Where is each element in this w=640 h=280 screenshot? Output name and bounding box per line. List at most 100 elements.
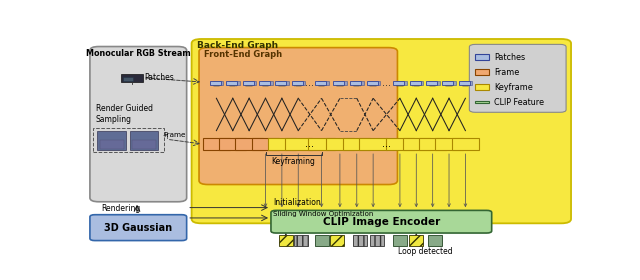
Bar — [350, 81, 361, 85]
Bar — [294, 81, 305, 85]
Text: Keyframing: Keyframing — [271, 157, 316, 166]
Bar — [203, 138, 230, 150]
Text: Patches: Patches — [145, 73, 174, 82]
Bar — [461, 81, 472, 85]
Bar — [412, 81, 424, 85]
Text: Front-End Graph: Front-End Graph — [204, 50, 282, 59]
Bar — [294, 235, 308, 246]
Bar — [476, 69, 489, 75]
Bar — [393, 235, 407, 246]
Bar — [396, 86, 404, 87]
Bar — [428, 235, 442, 246]
Bar — [333, 81, 344, 85]
Bar — [243, 81, 253, 85]
Bar — [419, 138, 446, 150]
Text: Patches: Patches — [494, 53, 525, 62]
Bar — [292, 81, 303, 85]
Bar — [236, 138, 263, 150]
Bar — [278, 86, 285, 87]
Bar — [326, 138, 353, 150]
Bar — [435, 138, 463, 150]
Text: Frame: Frame — [494, 68, 520, 77]
Bar — [426, 81, 437, 85]
Bar — [229, 81, 240, 85]
FancyBboxPatch shape — [199, 48, 397, 185]
Bar — [461, 86, 469, 87]
Bar — [442, 81, 453, 85]
Bar — [343, 138, 371, 150]
Bar — [308, 138, 335, 150]
Bar — [336, 81, 347, 85]
Text: Keyframe: Keyframe — [494, 83, 533, 92]
Bar — [212, 81, 223, 85]
Bar — [429, 81, 440, 85]
Text: CLIP Image Encoder: CLIP Image Encoder — [323, 217, 440, 227]
Text: Monocular RGB Stream: Monocular RGB Stream — [86, 49, 191, 58]
Text: CLIP Feature: CLIP Feature — [494, 98, 544, 107]
Bar — [294, 86, 302, 87]
Text: Rendering: Rendering — [101, 204, 140, 213]
Text: ...: ... — [305, 139, 314, 149]
Bar — [279, 235, 292, 246]
Bar — [452, 138, 479, 150]
Bar — [369, 86, 377, 87]
Bar — [97, 130, 126, 150]
Bar — [353, 81, 364, 85]
Bar — [315, 81, 326, 85]
Bar — [245, 81, 256, 85]
Bar — [396, 81, 407, 85]
Bar — [100, 140, 124, 149]
Bar — [476, 84, 489, 90]
Text: Back-End Graph: Back-End Graph — [196, 41, 278, 50]
Bar — [317, 81, 329, 85]
Bar — [336, 86, 344, 87]
Bar — [121, 74, 143, 82]
Bar — [367, 81, 378, 85]
Bar — [403, 138, 430, 150]
Bar — [262, 81, 273, 85]
Text: Loop detected: Loop detected — [398, 248, 452, 256]
Bar — [229, 86, 237, 87]
Bar — [387, 138, 413, 150]
Text: ...: ... — [305, 78, 314, 88]
Bar — [278, 81, 289, 85]
Bar — [370, 235, 383, 246]
Bar — [315, 235, 329, 246]
Bar — [219, 138, 246, 150]
Bar — [252, 138, 279, 150]
Bar — [210, 81, 221, 85]
Bar — [429, 86, 436, 87]
Bar — [330, 235, 344, 246]
Bar — [476, 54, 489, 60]
Bar — [268, 138, 296, 150]
Bar — [123, 77, 132, 81]
Bar — [353, 86, 360, 87]
Bar — [317, 86, 325, 87]
Bar — [259, 81, 270, 85]
Bar — [132, 140, 156, 149]
Text: Render Guided
Sampling: Render Guided Sampling — [96, 104, 153, 125]
FancyBboxPatch shape — [469, 44, 566, 112]
Bar — [245, 86, 253, 87]
FancyBboxPatch shape — [90, 46, 187, 202]
Bar — [369, 81, 380, 85]
Bar — [353, 235, 367, 246]
Bar — [445, 86, 453, 87]
Bar — [226, 81, 237, 85]
Text: Frame: Frame — [163, 132, 186, 138]
FancyBboxPatch shape — [271, 210, 492, 233]
Text: ...: ... — [382, 78, 391, 88]
Text: ...: ... — [382, 139, 391, 149]
Text: Sliding Window Optimization: Sliding Window Optimization — [273, 211, 374, 217]
Bar — [212, 86, 220, 87]
FancyBboxPatch shape — [191, 39, 571, 223]
Bar — [262, 86, 269, 87]
Text: 3D Gaussian: 3D Gaussian — [104, 223, 172, 233]
Bar — [445, 81, 456, 85]
Text: Initialization: Initialization — [273, 198, 321, 207]
Bar — [410, 81, 420, 85]
Bar — [129, 130, 158, 150]
Bar — [410, 235, 423, 246]
Bar — [476, 101, 489, 103]
Bar — [275, 81, 286, 85]
